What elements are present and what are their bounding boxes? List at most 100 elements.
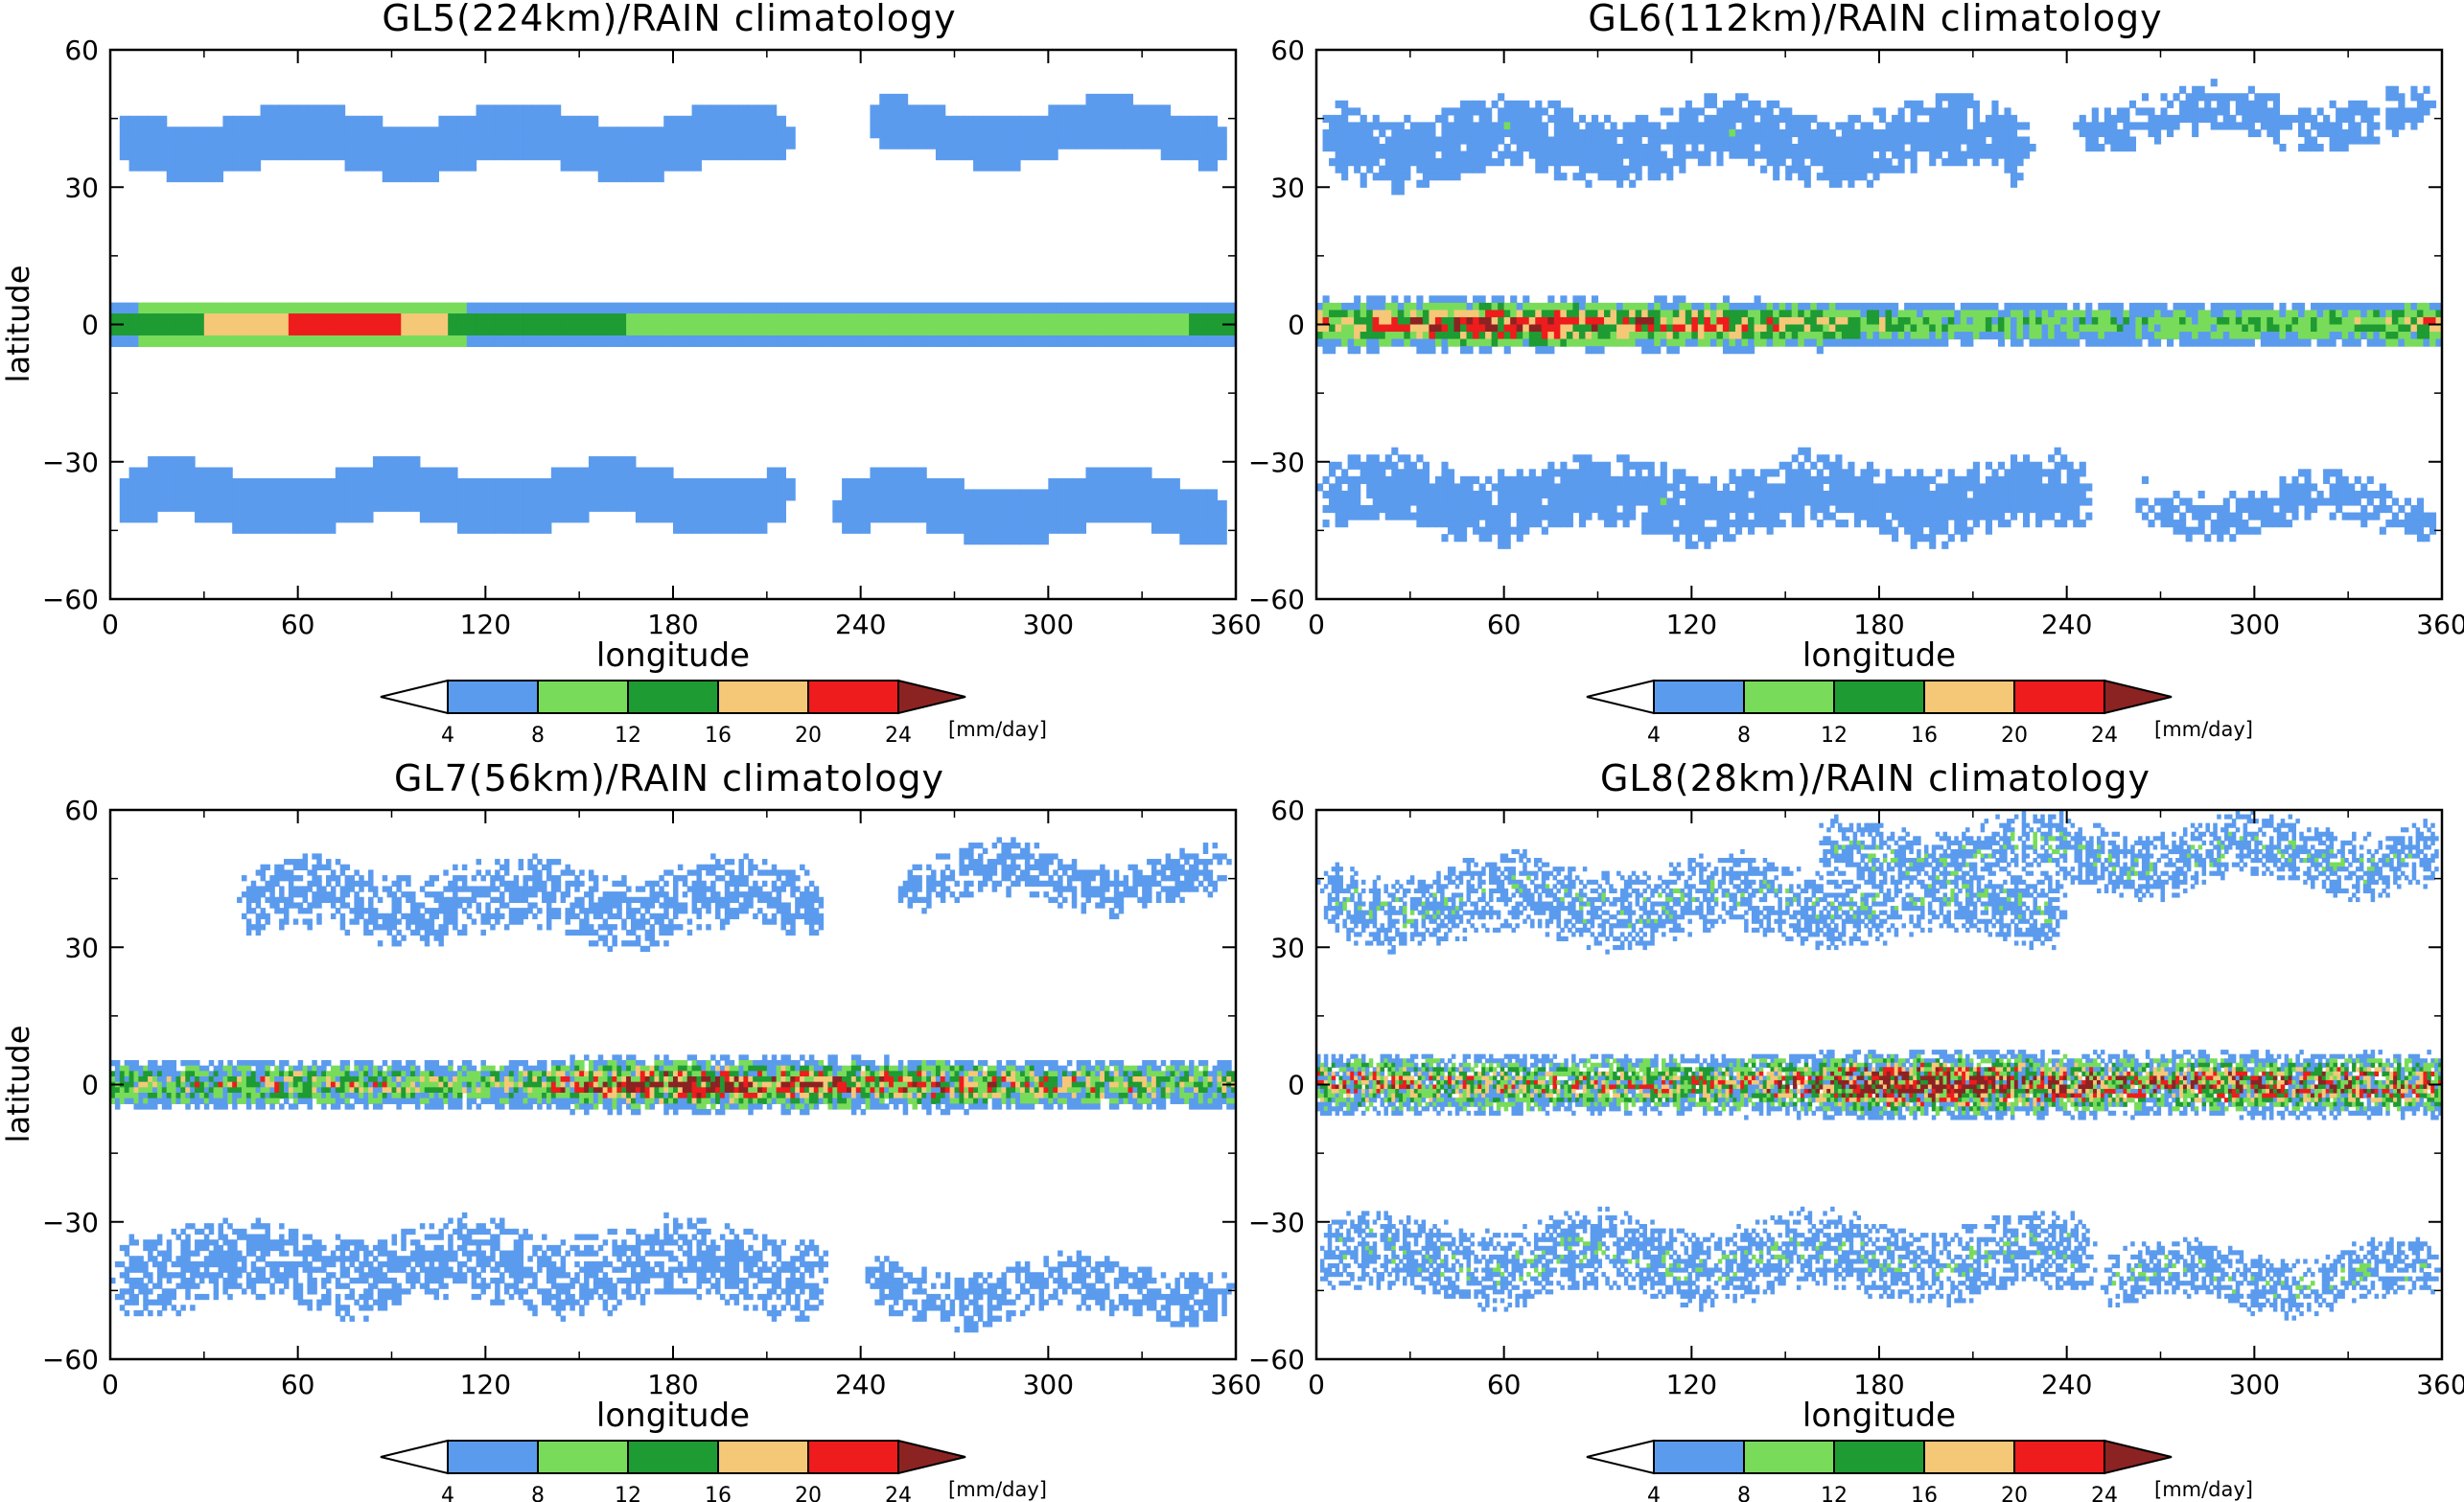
heatmap-cell <box>991 159 1003 172</box>
heatmap-cell <box>2054 497 2061 506</box>
heatmap-cell <box>1391 504 1399 514</box>
heatmap-cell <box>1460 324 1468 333</box>
heatmap-cell <box>1142 115 1152 127</box>
heatmap-cell <box>757 137 768 150</box>
heatmap-cell <box>2229 490 2237 499</box>
heatmap-cell <box>1404 173 1411 181</box>
heatmap-cell <box>372 335 384 348</box>
heatmap-cell <box>2260 520 2267 528</box>
heatmap-cell <box>1404 295 1411 304</box>
heatmap-cell <box>1572 310 1580 318</box>
heatmap-cell <box>1132 324 1143 336</box>
heatmap-cell <box>2311 302 2318 312</box>
heatmap-cell <box>2398 100 2406 108</box>
heatmap-cell <box>382 335 393 348</box>
heatmap-cell <box>1935 107 1942 116</box>
heatmap-cell <box>907 489 918 501</box>
heatmap-cell <box>1672 144 1680 152</box>
heatmap-cell <box>2254 128 2262 138</box>
heatmap-cell <box>203 324 215 336</box>
heatmap-cell <box>1866 179 1874 188</box>
heatmap-cell <box>1654 475 1662 484</box>
heatmap-cell <box>1478 107 1486 116</box>
heatmap-cell <box>1434 512 1443 520</box>
heatmap-cell <box>1422 332 1430 340</box>
heatmap-cell <box>2004 107 2011 116</box>
heatmap-cell <box>1226 313 1237 326</box>
heatmap-cell <box>2316 316 2324 326</box>
heatmap-cell <box>1528 469 1536 477</box>
heatmap-cell <box>2066 504 2074 514</box>
heatmap-cell <box>1217 499 1227 512</box>
heatmap-cell <box>503 511 515 523</box>
heatmap-cell <box>175 467 186 479</box>
heatmap-cell <box>2128 144 2137 152</box>
heatmap-cell <box>1553 144 1561 152</box>
heatmap-cell <box>1709 122 1718 130</box>
heatmap-cell <box>2148 114 2155 123</box>
x-tick-label: 60 <box>281 609 315 640</box>
heatmap-cell <box>1892 302 1899 312</box>
heatmap-cell <box>1422 469 1430 477</box>
heatmap-cell <box>1347 338 1355 347</box>
heatmap-cell <box>1778 332 1786 340</box>
heatmap-cell <box>401 467 411 479</box>
heatmap-cell <box>2235 316 2243 326</box>
heatmap-cell <box>128 313 139 326</box>
heatmap-cell <box>2266 310 2274 318</box>
heatmap-cell <box>1491 520 1499 528</box>
heatmap-cell <box>335 137 346 150</box>
heatmap-cell <box>1897 483 1905 492</box>
heatmap-cell <box>466 477 477 490</box>
heatmap-cell <box>1585 179 1592 188</box>
heatmap-cell <box>2429 332 2437 340</box>
heatmap-cell <box>1991 114 1999 123</box>
heatmap-cell <box>1853 302 1862 312</box>
heatmap-cell <box>1722 295 1731 304</box>
heatmap-cell <box>2385 310 2393 318</box>
heatmap-cell <box>2217 122 2224 130</box>
heatmap-cell <box>1892 483 1899 492</box>
heatmap-cell <box>2004 520 2011 528</box>
heatmap-cell <box>757 127 768 139</box>
heatmap-cell <box>2229 512 2237 520</box>
heatmap-cell <box>2235 93 2243 102</box>
heatmap-cell <box>1226 324 1237 336</box>
heatmap-cell <box>1341 165 1349 173</box>
heatmap-cell <box>1416 122 1424 130</box>
heatmap-cell <box>1197 324 1209 336</box>
heatmap-cell <box>2023 469 2031 477</box>
heatmap-cell <box>1647 469 1655 477</box>
heatmap-cell <box>1347 302 1355 312</box>
heatmap-cell <box>1422 310 1430 318</box>
heatmap-cell <box>2029 497 2036 506</box>
heatmap-cell <box>1647 332 1655 340</box>
heatmap-cell <box>1429 150 1436 159</box>
heatmap-cell <box>1560 469 1568 477</box>
heatmap-cell <box>1523 520 1530 528</box>
heatmap-cell <box>2285 483 2293 492</box>
heatmap-cell <box>1095 302 1105 314</box>
heatmap-cell <box>1960 526 1967 535</box>
heatmap-cell <box>850 511 862 523</box>
heatmap-cell <box>1935 526 1942 535</box>
heatmap-cell <box>1597 173 1605 181</box>
heatmap-cell <box>1647 346 1655 355</box>
heatmap-cell <box>2398 520 2406 528</box>
heatmap-cell <box>2054 316 2061 326</box>
heatmap-cell <box>1597 490 1605 499</box>
heatmap-cell <box>1578 310 1587 318</box>
heatmap-cell <box>2123 107 2130 116</box>
heatmap-cell <box>1460 490 1468 499</box>
heatmap-cell <box>1447 338 1455 347</box>
heatmap-cell <box>1935 302 1942 312</box>
heatmap-cell <box>335 127 346 139</box>
heatmap-cell <box>1485 128 1493 138</box>
heatmap-cell <box>991 149 1003 161</box>
heatmap-cell <box>1132 127 1143 139</box>
heatmap-cell <box>673 302 684 314</box>
heatmap-cell <box>1434 324 1443 333</box>
heatmap-cell <box>354 467 364 479</box>
heatmap-cell <box>1979 324 1987 333</box>
heatmap-cell <box>2416 100 2425 108</box>
